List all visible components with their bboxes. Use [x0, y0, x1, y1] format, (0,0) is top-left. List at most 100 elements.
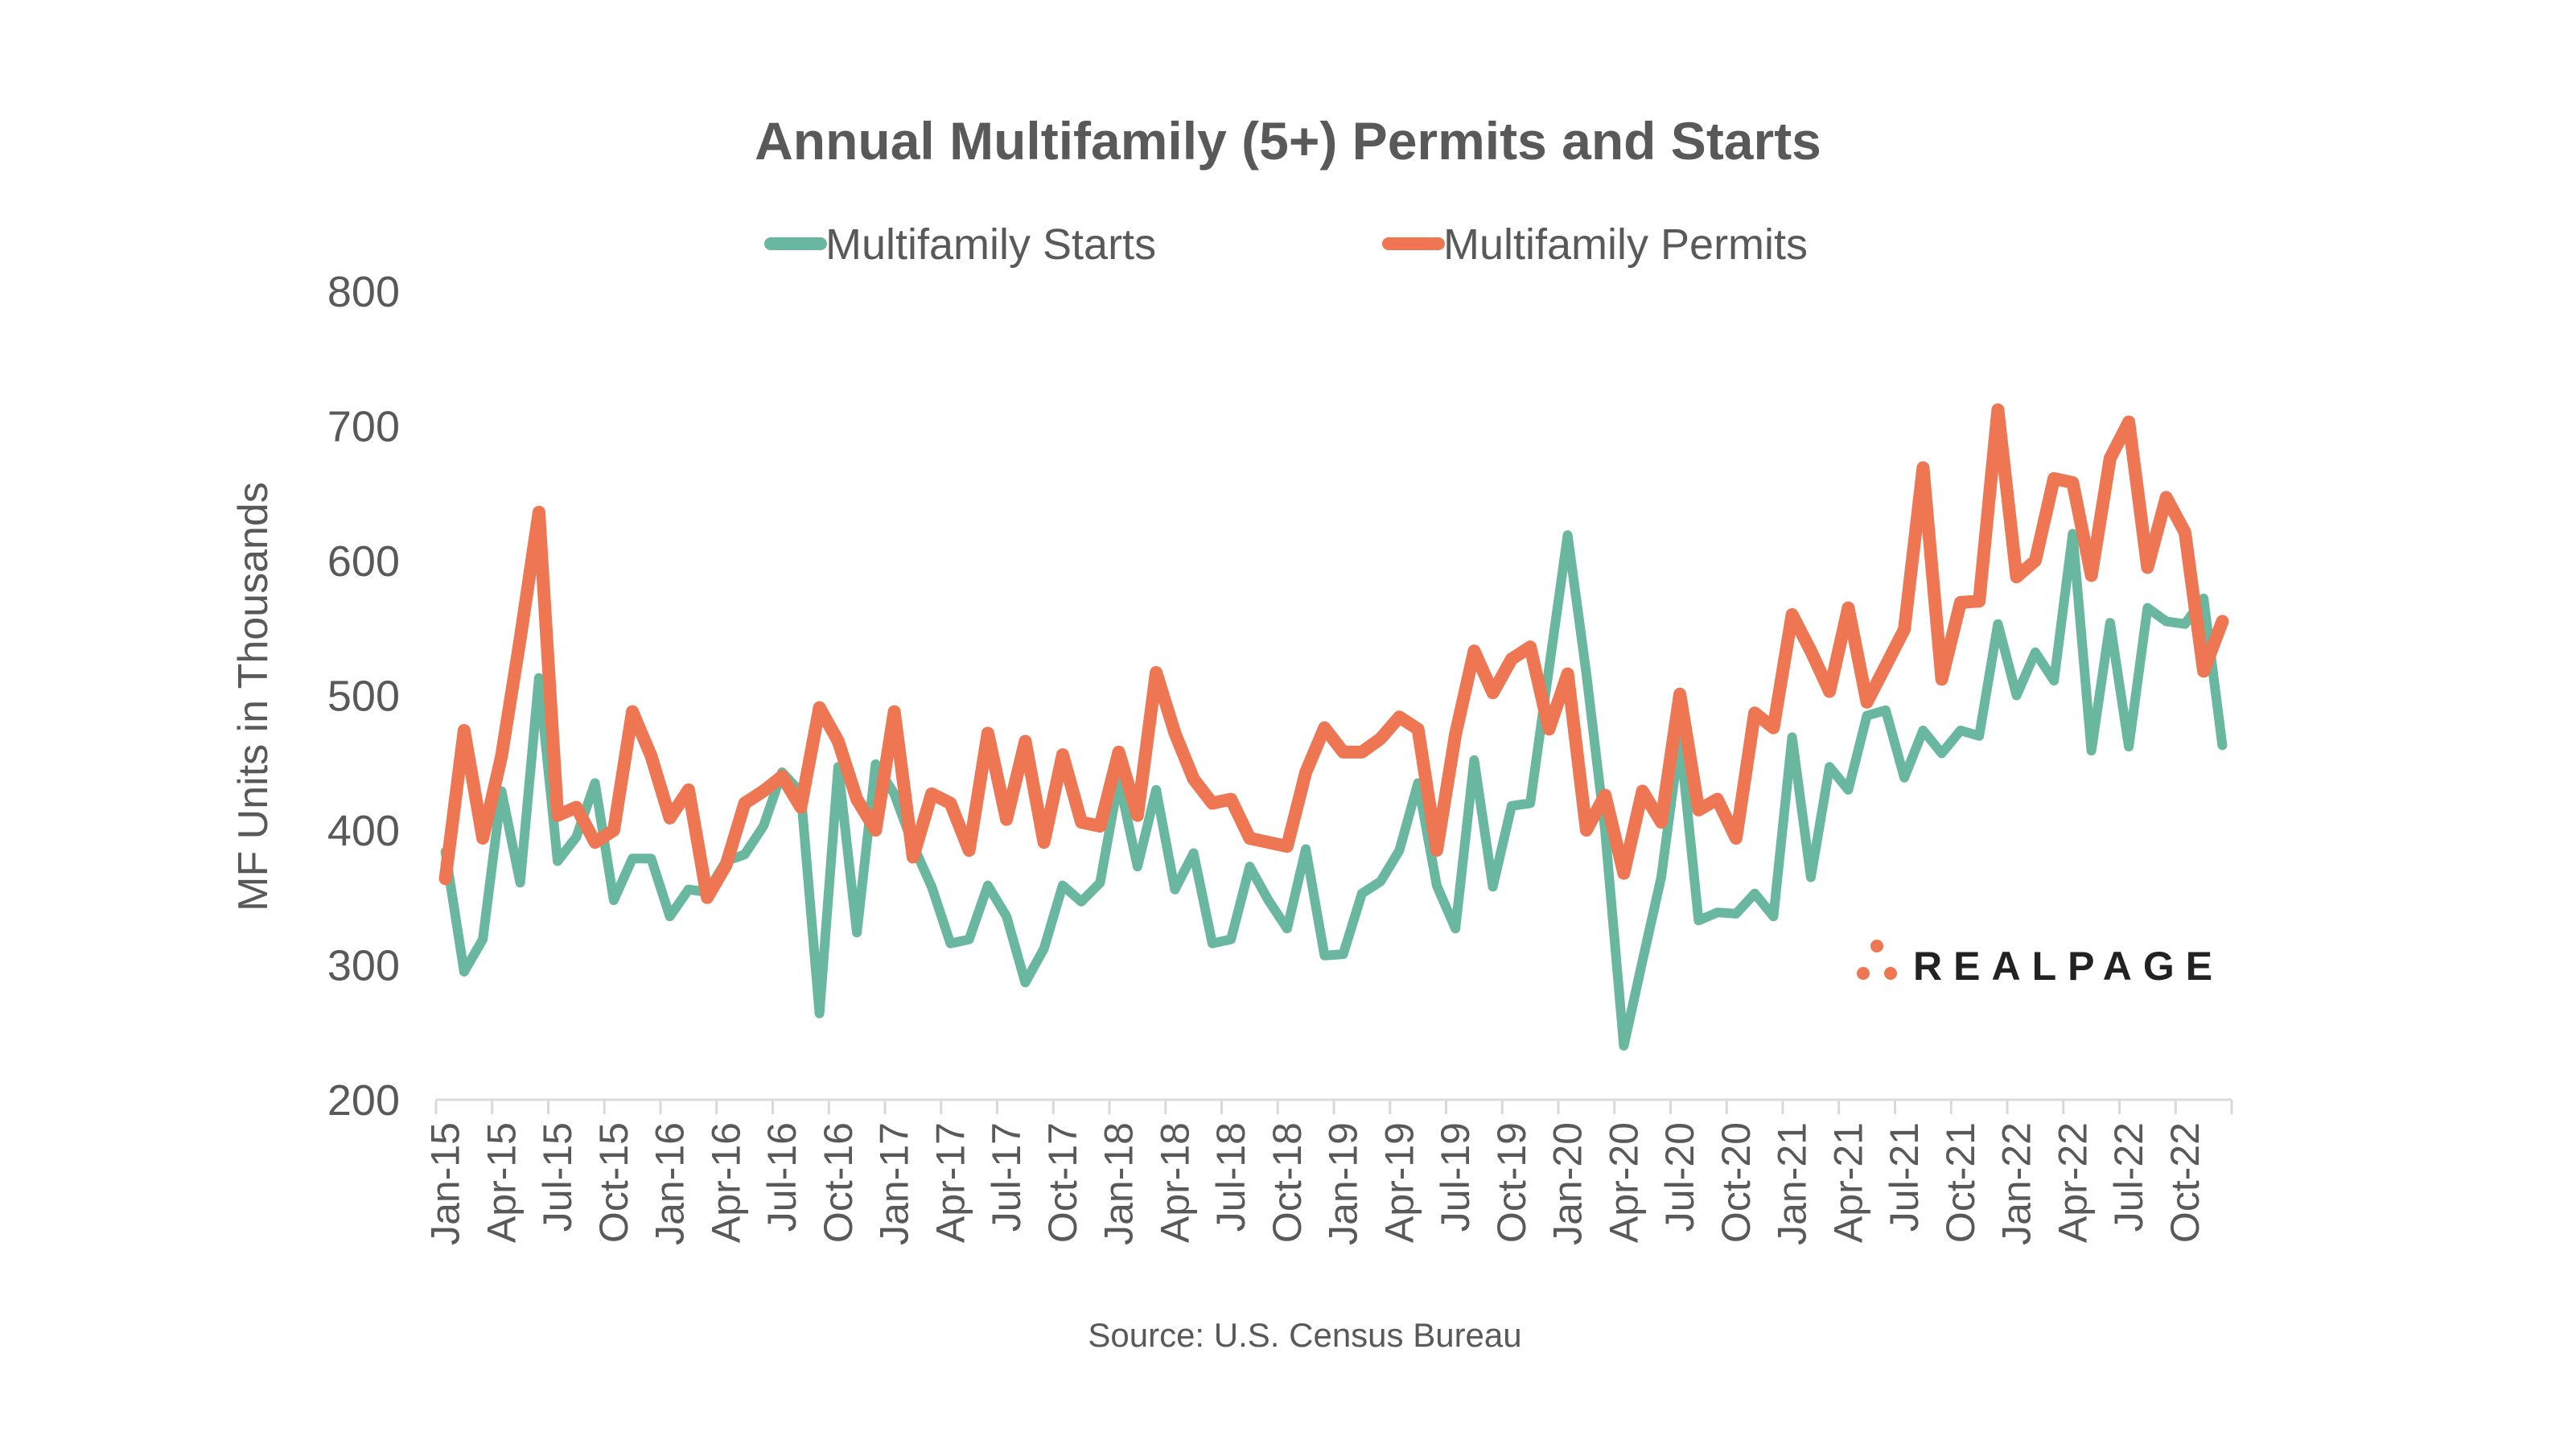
data-point-permits: [1323, 727, 1325, 729]
series-line-permits[interactable]: [438, 403, 2229, 904]
data-point-permits: [1473, 650, 1475, 652]
data-point-permits: [557, 815, 558, 817]
data-point-starts: [1249, 866, 1250, 867]
data-point-starts: [1772, 915, 1774, 917]
data-point-permits: [744, 803, 746, 804]
data-point-starts: [969, 939, 970, 940]
data-point-starts: [931, 886, 932, 887]
data-point-starts: [1230, 939, 1232, 940]
data-point-permits: [1492, 692, 1494, 693]
data-point-permits: [650, 755, 652, 757]
data-point-starts: [538, 677, 540, 679]
data-point-starts: [500, 790, 502, 792]
x-tick-label: Jan-15: [423, 1122, 468, 1245]
data-point-permits: [1062, 754, 1064, 755]
data-point-permits: [1922, 467, 1924, 468]
logo-dot-left: [1857, 967, 1870, 980]
data-point-permits: [2016, 576, 2018, 578]
data-point-starts: [1212, 943, 1213, 944]
data-point-starts: [1286, 928, 1288, 929]
data-point-permits: [781, 775, 783, 777]
data-point-starts: [1006, 915, 1007, 917]
series-starts: [440, 529, 2228, 1051]
data-point-starts: [1193, 853, 1195, 854]
data-point-starts: [557, 861, 558, 862]
logo-wordmark: REALPAGE: [1913, 944, 2224, 989]
data-point-starts: [1941, 753, 1943, 755]
legend-label-starts: Multifamily Starts: [825, 220, 1156, 269]
data-point-permits: [1361, 751, 1363, 753]
data-point-permits: [2146, 566, 2148, 568]
data-point-starts: [1137, 866, 1138, 867]
data-point-permits: [575, 807, 577, 808]
data-point-permits: [2203, 670, 2204, 672]
x-tick-label: Oct-17: [1040, 1122, 1085, 1243]
data-point-permits: [445, 878, 446, 879]
x-tick-label: Apr-18: [1152, 1122, 1197, 1243]
data-point-starts: [650, 858, 652, 859]
data-point-permits: [1380, 738, 1381, 739]
x-tick-label: Jul-22: [2106, 1122, 2151, 1232]
x-tick-label: Jan-22: [1994, 1122, 2039, 1245]
data-point-starts: [2035, 652, 2036, 653]
x-tick-label: Jan-17: [872, 1122, 917, 1245]
series-line-starts[interactable]: [440, 529, 2228, 1051]
data-point-starts: [1268, 899, 1269, 901]
data-point-starts: [1099, 882, 1101, 883]
x-tick-label: Jul-20: [1657, 1122, 1702, 1232]
data-point-permits: [987, 732, 989, 734]
data-point-permits: [1249, 837, 1250, 839]
data-point-permits: [1137, 815, 1138, 817]
x-tick-label: Oct-20: [1714, 1122, 1759, 1243]
legend-label-permits: Multifamily Permits: [1443, 220, 1808, 269]
legend-item-starts[interactable]: Multifamily Starts: [764, 220, 1156, 269]
data-point-permits: [706, 897, 708, 899]
data-point-starts: [2091, 750, 2092, 751]
data-point-permits: [1398, 716, 1400, 718]
data-point-starts: [2109, 622, 2111, 623]
data-point-permits: [725, 865, 726, 866]
data-point-starts: [1829, 766, 1830, 767]
y-tick-label: 300: [327, 942, 400, 990]
data-point-permits: [1080, 821, 1082, 823]
logo-dot-right: [1884, 967, 1897, 980]
data-point-starts: [1418, 782, 1419, 784]
data-point-starts: [949, 943, 951, 944]
data-point-starts: [1155, 789, 1157, 791]
data-point-starts: [1885, 710, 1887, 711]
data-point-permits: [1230, 799, 1232, 800]
data-point-starts: [1511, 805, 1512, 807]
data-point-starts: [894, 793, 895, 795]
data-point-permits: [1810, 650, 1812, 652]
data-point-permits: [1024, 741, 1026, 743]
legend-item-permits[interactable]: Multifamily Permits: [1382, 220, 1808, 269]
data-point-permits: [949, 803, 951, 804]
x-tick-label: Jan-19: [1321, 1122, 1366, 1245]
data-point-starts: [1361, 893, 1363, 895]
data-point-permits: [1174, 732, 1175, 734]
x-tick-label: Apr-22: [2050, 1122, 2095, 1243]
y-axis-label: MF Units in Thousands: [230, 482, 277, 911]
data-point-permits: [1099, 825, 1101, 827]
data-point-permits: [1997, 409, 1998, 410]
data-point-starts: [1080, 901, 1082, 903]
x-tick-label: Jul-21: [1882, 1122, 1927, 1232]
data-point-permits: [1642, 790, 1644, 792]
data-point-starts: [2184, 623, 2186, 625]
y-tick-label: 700: [327, 403, 400, 451]
data-point-permits: [1604, 795, 1606, 796]
data-point-permits: [1960, 602, 1961, 603]
x-tick-label: Oct-21: [1938, 1122, 1983, 1243]
x-axis: [434, 1098, 2233, 1114]
data-point-permits: [688, 789, 689, 791]
data-point-permits: [1155, 672, 1157, 673]
data-point-permits: [500, 755, 502, 757]
data-point-permits: [1305, 771, 1307, 773]
data-point-permits: [595, 841, 596, 843]
data-point-permits: [1717, 799, 1718, 800]
data-point-permits: [1847, 607, 1849, 609]
data-point-starts: [1343, 953, 1344, 955]
data-point-permits: [1754, 712, 1755, 714]
data-point-starts: [1604, 829, 1606, 831]
legend: Multifamily Starts Multifamily Permits: [764, 220, 1808, 269]
